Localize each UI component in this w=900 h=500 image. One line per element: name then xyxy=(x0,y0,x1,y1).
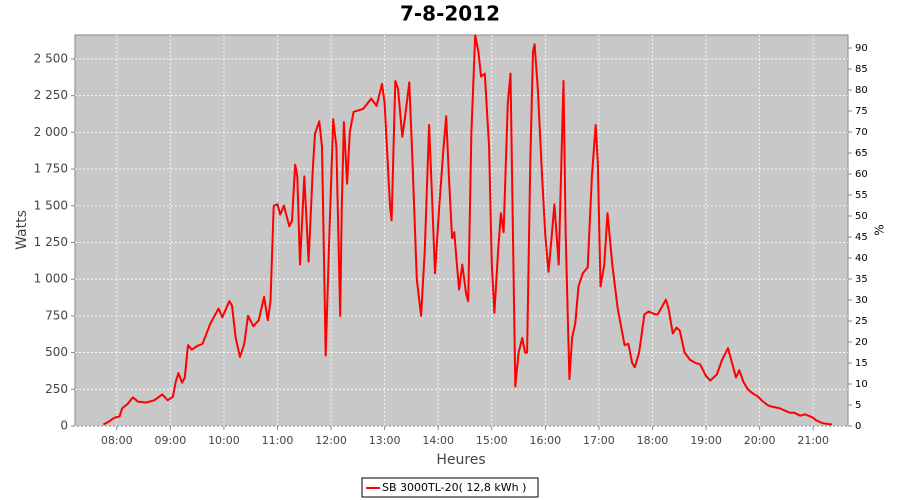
x-tick-label: 14:00 xyxy=(422,434,454,447)
y2-tick-label: 30 xyxy=(855,295,868,306)
y-tick-label: 2 250 xyxy=(34,88,68,102)
y-tick-label: 1 250 xyxy=(34,235,68,249)
y-tick-label: 2 500 xyxy=(34,51,68,65)
y2-tick-label: 20 xyxy=(855,337,868,348)
y2-tick-label: 45 xyxy=(855,232,868,243)
y-tick-label: 2 000 xyxy=(34,125,68,139)
y2-axis-label: % xyxy=(873,224,887,235)
data-line xyxy=(102,34,833,426)
x-tick-label: 08:00 xyxy=(101,434,133,447)
y2-tick-label: 85 xyxy=(855,64,868,75)
y2-tick-label: 50 xyxy=(855,211,868,222)
x-tick-label: 16:00 xyxy=(529,434,561,447)
y2-tick-label: 80 xyxy=(855,85,868,96)
y-tick-label: 1 500 xyxy=(34,198,68,212)
x-tick-label: 21:00 xyxy=(797,434,829,447)
y2-tick-label: 65 xyxy=(855,148,868,159)
y2-tick-label: 60 xyxy=(855,169,868,180)
legend-box xyxy=(361,477,539,498)
y-tick-label: 250 xyxy=(45,382,68,396)
x-tick-label: 13:00 xyxy=(369,434,401,447)
y2-tick-label: 75 xyxy=(855,106,868,117)
y-tick-label: 1 000 xyxy=(34,272,68,286)
y2-tick-label: 10 xyxy=(855,379,868,390)
y-tick-label: 1 750 xyxy=(34,162,68,176)
chart-title: 7-8-2012 xyxy=(400,2,500,26)
y2-tick-label: 55 xyxy=(855,190,868,201)
x-tick-label: 12:00 xyxy=(315,434,347,447)
x-tick-label: 09:00 xyxy=(155,434,187,447)
y2-tick-label: 25 xyxy=(855,316,868,327)
y-axis-label: Watts xyxy=(14,210,30,250)
x-tick-label: 10:00 xyxy=(208,434,240,447)
y2-tick-label: 70 xyxy=(855,127,868,138)
y2-tick-label: 0 xyxy=(855,421,861,432)
x-tick-label: 20:00 xyxy=(744,434,776,447)
y2-tick-label: 5 xyxy=(855,400,861,411)
legend-label: SB 3000TL-20( 12,8 kWh ) xyxy=(382,481,526,494)
y2-tick-label: 90 xyxy=(855,43,868,54)
y2-tick-label: 35 xyxy=(855,274,868,285)
x-tick-label: 15:00 xyxy=(476,434,508,447)
y2-tick-label: 15 xyxy=(855,358,868,369)
x-tick-label: 18:00 xyxy=(637,434,669,447)
y-tick-label: 500 xyxy=(45,345,68,359)
x-tick-label: 11:00 xyxy=(262,434,294,447)
x-tick-label: 19:00 xyxy=(690,434,722,447)
y2-tick-label: 40 xyxy=(855,253,868,264)
plot-area xyxy=(74,34,849,427)
x-axis-label: Heures xyxy=(436,452,485,468)
y-tick-label: 750 xyxy=(45,308,68,322)
y-tick-label: 0 xyxy=(60,419,68,433)
x-tick-label: 17:00 xyxy=(583,434,615,447)
